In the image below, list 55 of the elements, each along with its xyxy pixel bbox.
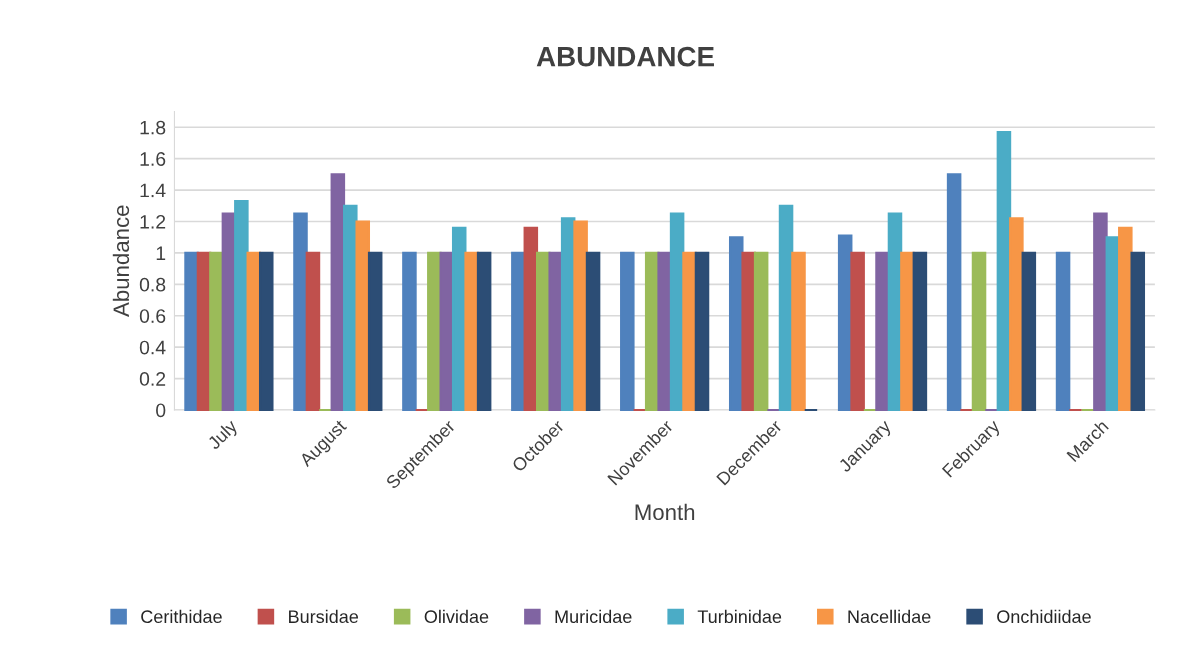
legend-label: Onchidiidae (997, 609, 1091, 624)
bar (791, 251, 806, 412)
bar (573, 220, 588, 412)
bar (1055, 251, 1071, 412)
bar (900, 251, 915, 412)
legend-label: Nacellidae (848, 609, 931, 624)
bar (367, 251, 383, 412)
legend-label: Muricidae (555, 609, 632, 624)
bar (258, 251, 274, 412)
bar (694, 251, 710, 412)
bar (850, 251, 865, 412)
bar (620, 251, 635, 412)
bar (585, 251, 601, 412)
legend-label: Olividae (424, 609, 489, 624)
bar (427, 251, 442, 412)
bar (741, 251, 756, 412)
bar (682, 251, 697, 412)
bar (946, 173, 962, 412)
chart-title: ABUNDANCE (536, 46, 714, 67)
y-tick-label: 0.4 (139, 340, 166, 355)
bar (293, 212, 308, 412)
bar (464, 251, 479, 412)
bar (355, 220, 371, 412)
bar (657, 251, 672, 412)
legend-label: Bursidae (289, 609, 359, 624)
bar (548, 251, 563, 412)
bar (234, 200, 249, 412)
y-tick-label: 0.6 (139, 309, 166, 323)
bar (476, 251, 492, 412)
bar (875, 251, 890, 412)
y-tick-label: 0 (156, 403, 166, 418)
bar (1009, 217, 1024, 412)
y-axis-title: Abundance (112, 205, 130, 317)
y-tick-label: 1.4 (140, 183, 166, 198)
y-tick-label: 1.6 (140, 152, 166, 166)
bar (912, 251, 928, 412)
bar (184, 251, 199, 412)
bar (971, 251, 987, 412)
x-axis-title: Month (635, 503, 695, 521)
legend-label: Cerithidae (141, 609, 222, 624)
x-tick-label: July (206, 418, 241, 453)
y-tick-label: 0.8 (139, 277, 166, 292)
bar (1021, 251, 1037, 412)
bar (1093, 212, 1108, 412)
bar (753, 251, 769, 412)
y-tick-label: 1.2 (140, 214, 166, 229)
bar (402, 251, 417, 412)
bar (209, 251, 224, 412)
y-tick-label: 1 (156, 246, 166, 260)
bar (1130, 251, 1146, 412)
bar (511, 251, 526, 412)
y-tick-label: 1.8 (140, 120, 166, 135)
bar (305, 251, 321, 412)
legend-label: Turbinidae (697, 609, 782, 624)
y-tick-label: 0.2 (139, 372, 166, 386)
